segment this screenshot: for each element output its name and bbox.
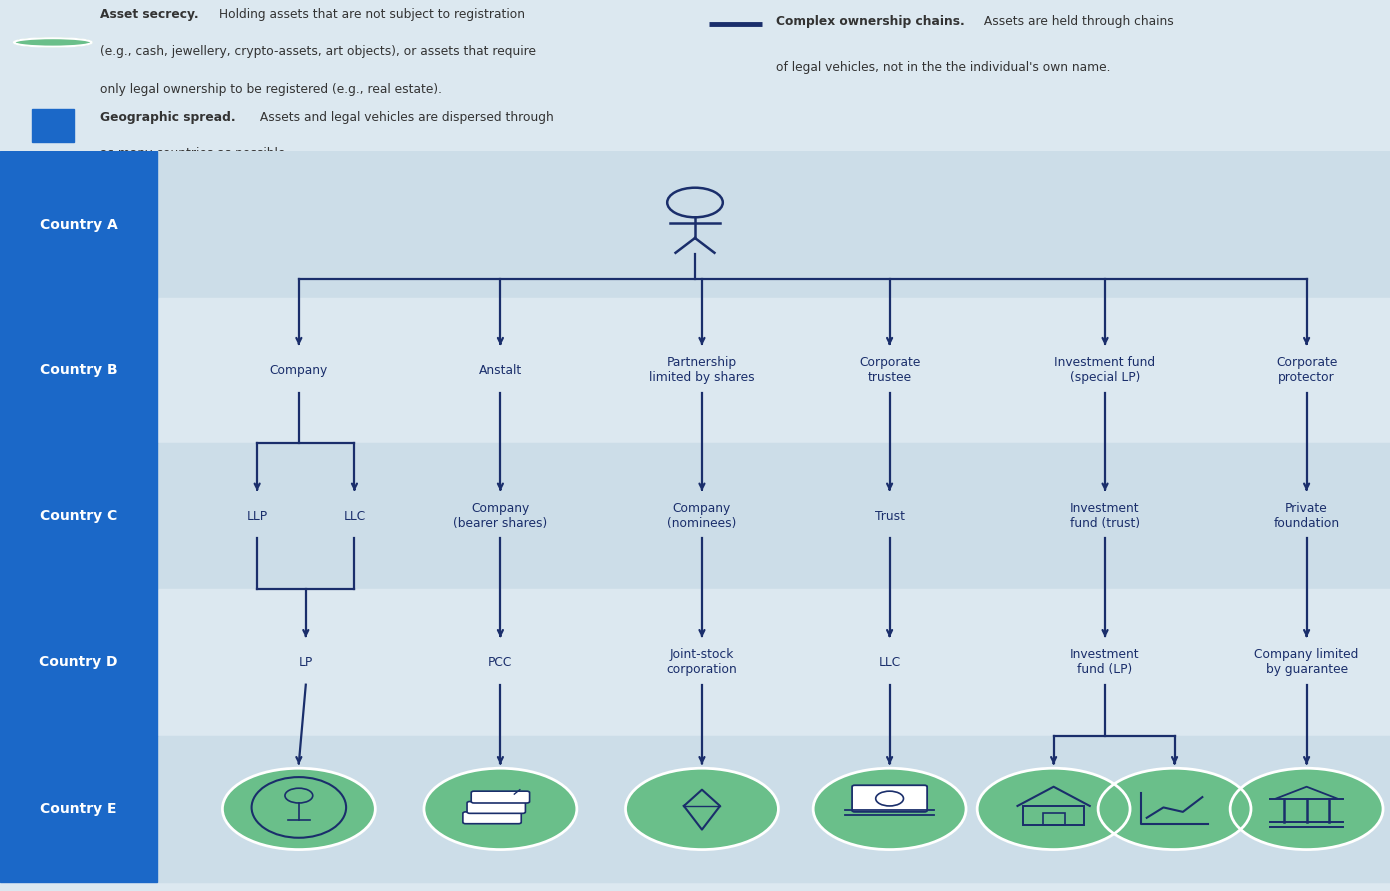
Bar	[157, 443, 1390, 589]
Text: Asset secrecy.: Asset secrecy.	[100, 7, 199, 20]
Bar	[157, 298, 1390, 443]
Text: Corporate
protector: Corporate protector	[1276, 356, 1337, 384]
Text: Assets are held through chains: Assets are held through chains	[980, 15, 1173, 29]
Bar	[0, 298, 157, 443]
FancyBboxPatch shape	[852, 785, 927, 812]
Text: Partnership
limited by shares: Partnership limited by shares	[649, 356, 755, 384]
Text: Country D: Country D	[39, 656, 118, 669]
Text: Anstalt: Anstalt	[478, 364, 523, 377]
Text: Country B: Country B	[40, 364, 117, 378]
Circle shape	[977, 768, 1130, 850]
Circle shape	[424, 768, 577, 850]
Bar	[157, 151, 1390, 298]
Text: LLP: LLP	[246, 510, 268, 522]
FancyBboxPatch shape	[463, 812, 521, 823]
Bar	[0, 443, 157, 589]
Circle shape	[14, 38, 92, 46]
Text: Country A: Country A	[40, 217, 117, 232]
FancyBboxPatch shape	[467, 802, 525, 813]
Text: Company limited
by guarantee: Company limited by guarantee	[1254, 649, 1359, 676]
Text: of legal vehicles, not in the the individual's own name.: of legal vehicles, not in the the indivi…	[776, 61, 1111, 74]
Bar	[1023, 806, 1084, 825]
Text: Country C: Country C	[40, 509, 117, 523]
Bar	[32, 109, 74, 143]
Text: only legal ownership to be registered (e.g., real estate).: only legal ownership to be registered (e…	[100, 83, 442, 96]
Text: Investment fund
(special LP): Investment fund (special LP)	[1055, 356, 1155, 384]
Bar	[0, 736, 157, 882]
Text: Private
foundation: Private foundation	[1273, 502, 1340, 530]
Text: Company: Company	[270, 364, 328, 377]
Text: Assets and legal vehicles are dispersed through: Assets and legal vehicles are dispersed …	[256, 110, 553, 124]
Circle shape	[626, 768, 778, 850]
Circle shape	[813, 768, 966, 850]
Text: Investment
fund (trust): Investment fund (trust)	[1070, 502, 1140, 530]
Circle shape	[1230, 768, 1383, 850]
Text: LP: LP	[299, 656, 313, 669]
Text: (e.g., cash, jewellery, crypto-assets, art objects), or assets that require: (e.g., cash, jewellery, crypto-assets, a…	[100, 45, 537, 59]
Text: Company
(bearer shares): Company (bearer shares)	[453, 502, 548, 530]
Text: Company
(nominees): Company (nominees)	[667, 502, 737, 530]
Bar	[1042, 813, 1065, 825]
Text: Geographic spread.: Geographic spread.	[100, 110, 236, 124]
Text: Investment
fund (LP): Investment fund (LP)	[1070, 649, 1140, 676]
Bar	[0, 151, 157, 298]
Text: Country E: Country E	[40, 802, 117, 816]
Bar	[0, 589, 157, 736]
Bar	[157, 589, 1390, 736]
Text: Holding assets that are not subject to registration: Holding assets that are not subject to r…	[215, 7, 525, 20]
Text: as many countries as possible.: as many countries as possible.	[100, 147, 289, 159]
Text: LLC: LLC	[878, 656, 901, 669]
FancyBboxPatch shape	[471, 791, 530, 803]
Circle shape	[1098, 768, 1251, 850]
Circle shape	[222, 768, 375, 850]
Text: Complex ownership chains.: Complex ownership chains.	[776, 15, 965, 29]
Text: LLC: LLC	[343, 510, 366, 522]
Bar	[157, 736, 1390, 882]
Text: Trust: Trust	[874, 510, 905, 522]
Text: Joint-stock
corporation: Joint-stock corporation	[667, 649, 737, 676]
Text: PCC: PCC	[488, 656, 513, 669]
Text: Corporate
trustee: Corporate trustee	[859, 356, 920, 384]
